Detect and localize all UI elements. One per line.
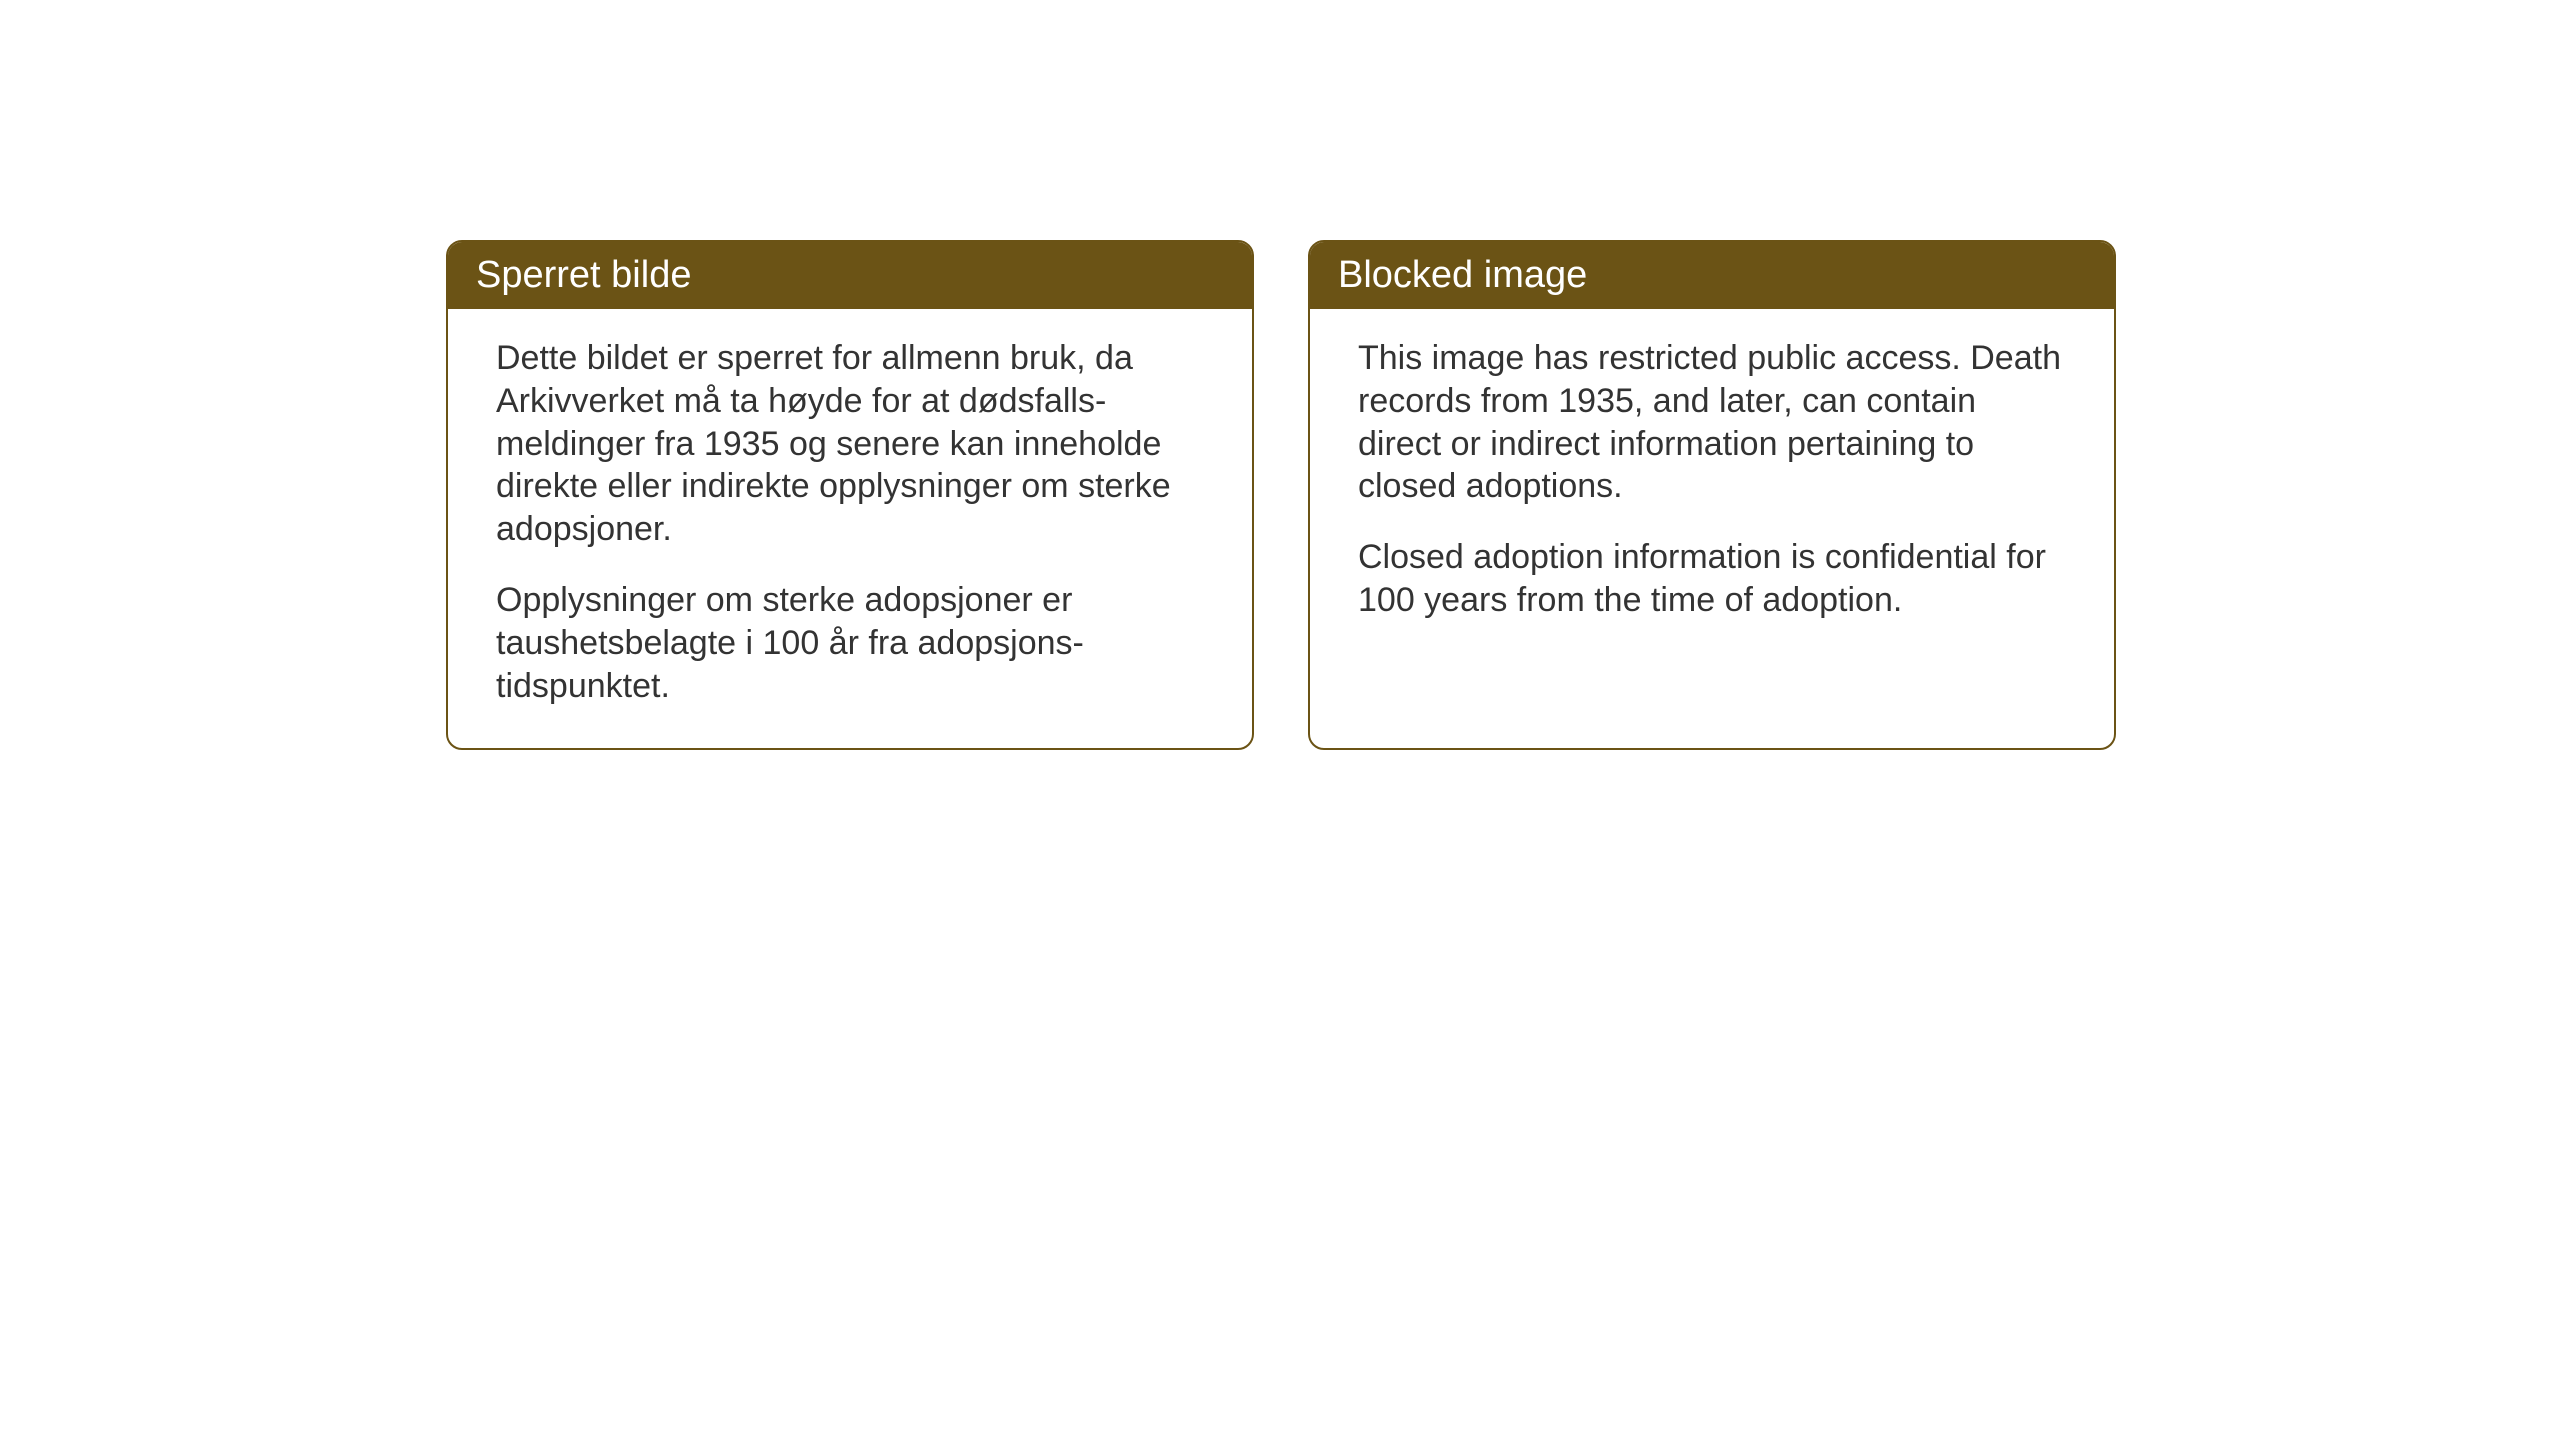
card-body-english: This image has restricted public access.… xyxy=(1310,309,2114,662)
card-paragraph: Dette bildet er sperret for allmenn bruk… xyxy=(496,337,1204,551)
notice-card-norwegian: Sperret bilde Dette bildet er sperret fo… xyxy=(446,240,1254,750)
card-header-norwegian: Sperret bilde xyxy=(448,242,1252,309)
notice-cards-container: Sperret bilde Dette bildet er sperret fo… xyxy=(446,240,2116,750)
notice-card-english: Blocked image This image has restricted … xyxy=(1308,240,2116,750)
card-paragraph: Opplysninger om sterke adopsjoner er tau… xyxy=(496,579,1204,707)
card-header-english: Blocked image xyxy=(1310,242,2114,309)
card-paragraph: This image has restricted public access.… xyxy=(1358,337,2066,508)
card-body-norwegian: Dette bildet er sperret for allmenn bruk… xyxy=(448,309,1252,748)
card-paragraph: Closed adoption information is confident… xyxy=(1358,536,2066,622)
